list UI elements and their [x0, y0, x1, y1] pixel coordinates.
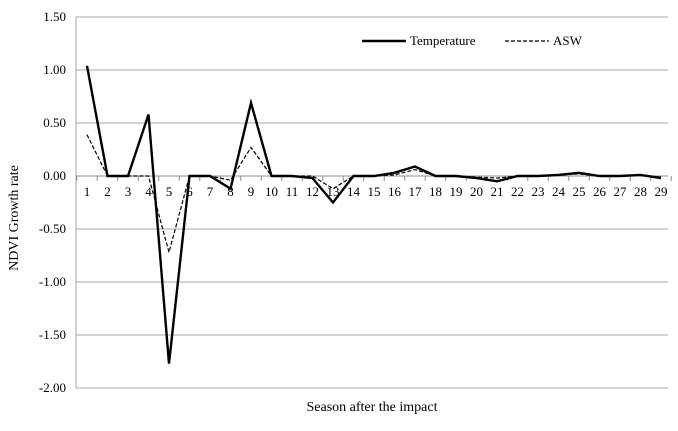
x-tick-label: 17: [409, 184, 423, 199]
x-tick-label: 23: [532, 184, 545, 199]
x-tick-label: 27: [614, 184, 628, 199]
y-tick-label: -1.50: [39, 327, 66, 342]
x-tick-label: 26: [593, 184, 607, 199]
x-tick-label: 25: [573, 184, 586, 199]
legend: Temperature ASW: [362, 33, 583, 48]
x-tick-label: 24: [552, 184, 566, 199]
x-tick-label: 2: [104, 184, 111, 199]
x-tick-label: 3: [125, 184, 132, 199]
x-tick-label: 6: [186, 184, 193, 199]
x-tick-label: 16: [388, 184, 402, 199]
x-tick-label: 28: [634, 184, 647, 199]
y-tick-label: 0.50: [43, 115, 66, 130]
y-tick-label: 0.00: [43, 168, 66, 183]
series-lines: [85, 65, 662, 364]
series-line-temperature: [85, 65, 662, 364]
x-tick-label: 5: [166, 184, 173, 199]
x-tick-label: 22: [511, 184, 524, 199]
y-tick-label: 1.50: [43, 9, 66, 24]
x-tick-label: 15: [368, 184, 381, 199]
y-tick-label: 1.00: [43, 62, 66, 77]
x-tick-label: 1: [84, 184, 91, 199]
y-tick-label: -0.50: [39, 221, 66, 236]
legend-label-temperature: Temperature: [410, 33, 476, 48]
x-tick-label: 14: [347, 184, 361, 199]
legend-label-asw: ASW: [553, 33, 583, 48]
x-tick-label: 4: [145, 184, 152, 199]
x-axis-title: Season after the impact: [306, 400, 437, 415]
x-tick-label: 21: [491, 184, 504, 199]
x-tick-label: 13: [327, 184, 340, 199]
series-line-asw: [86, 134, 662, 255]
y-tick-label: -1.00: [39, 274, 66, 289]
x-tick-label: 29: [655, 184, 668, 199]
x-tick-label: 18: [429, 184, 442, 199]
x-tick-label: 8: [227, 184, 234, 199]
y-axis-title: NDVI Growth rate: [7, 165, 22, 271]
x-tick-label: 11: [286, 184, 299, 199]
x-tick-label: 20: [470, 184, 483, 199]
x-tick-label: 19: [450, 184, 463, 199]
axes: 1.501.000.500.00-0.50-1.00-1.50-2.001 2 3 4…: [39, 9, 672, 395]
x-tick-label: 7: [207, 184, 214, 199]
x-tick-label: 9: [248, 184, 255, 199]
x-tick-label: 12: [306, 184, 319, 199]
x-tick-label: 10: [265, 184, 278, 199]
y-tick-label: -2.00: [39, 380, 66, 395]
gridlines: [76, 16, 668, 389]
